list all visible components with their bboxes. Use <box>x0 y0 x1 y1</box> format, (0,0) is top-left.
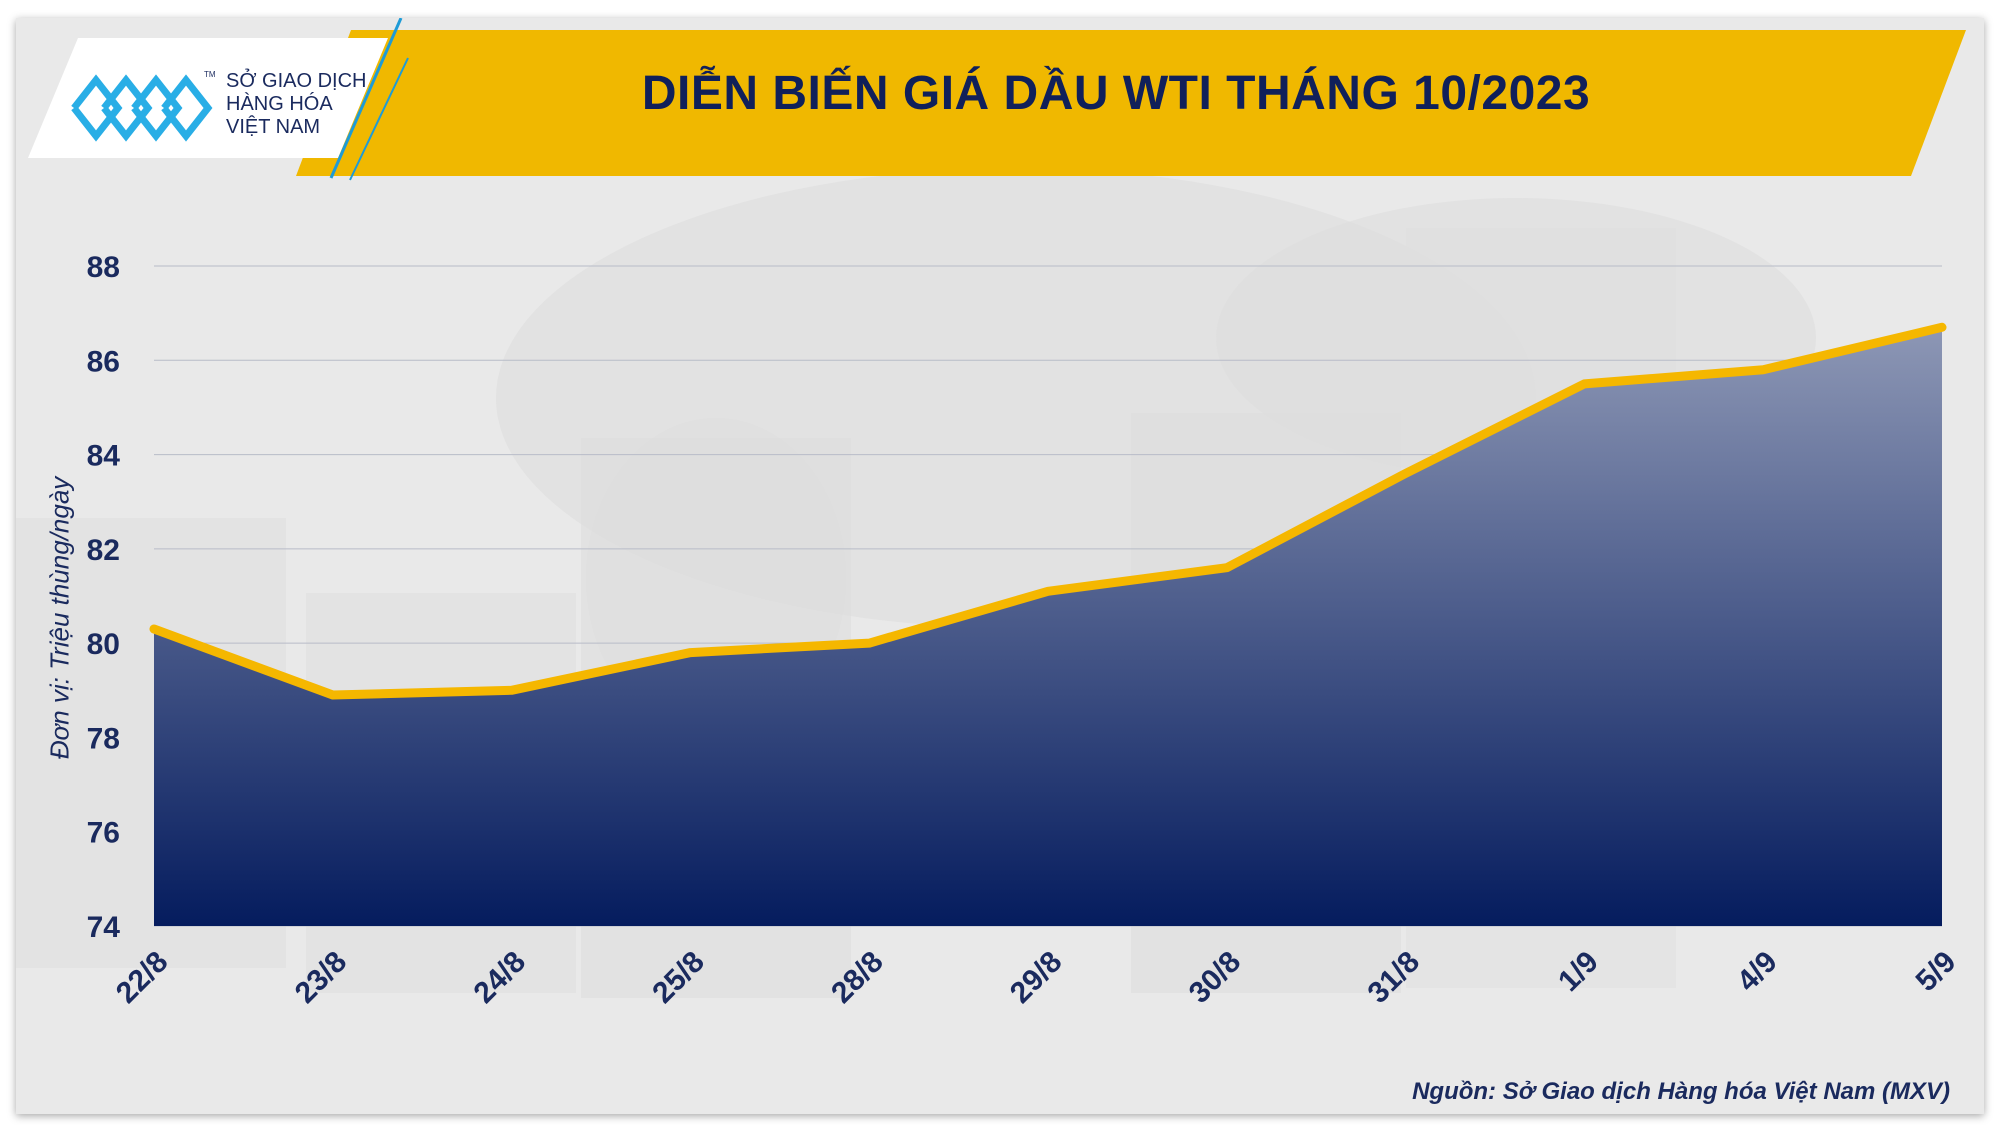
x-tick-label: 24/8 <box>467 945 532 1010</box>
y-tick-label: 86 <box>87 345 120 378</box>
logo-line-1: SỞ GIAO DỊCH <box>226 70 367 92</box>
area-series <box>149 322 1947 926</box>
y-tick-label: 80 <box>87 628 120 661</box>
data-point <box>329 692 336 698</box>
x-axis-ticks: 22/8 23/8 24/8 25/8 28/8 29/8 30/8 31/8 1/9 4/9 5/… <box>110 945 1963 1010</box>
data-point <box>1045 588 1051 595</box>
x-tick-label: 4/9 <box>1731 945 1784 998</box>
x-tick-label: 28/8 <box>825 945 890 1010</box>
y-tick-label: 82 <box>87 534 120 567</box>
x-tick-label: 31/8 <box>1361 945 1426 1010</box>
exchange-logo-icon <box>71 74 213 142</box>
logo-line-3: VIỆT NAM <box>226 116 321 138</box>
y-axis-ticks: 74 76 78 80 82 84 86 88 <box>87 251 121 944</box>
x-tick-label: 25/8 <box>646 945 711 1010</box>
area-chart: 74 76 78 80 82 84 86 88 22/8 23/8 24/8 25/8 28/8 29/… <box>87 251 1963 1010</box>
x-tick-label: 22/8 <box>110 945 175 1010</box>
y-tick-label: 74 <box>87 911 121 944</box>
y-tick-label: 88 <box>87 251 120 284</box>
data-point <box>1402 470 1409 477</box>
banner-accent-line <box>349 57 409 181</box>
y-tick-label: 78 <box>87 722 120 755</box>
data-point <box>508 687 515 694</box>
data-point <box>151 626 157 632</box>
source-note: Nguồn: Sở Giao dịch Hàng hóa Việt Nam (M… <box>1412 1078 1950 1105</box>
x-tick-label: 23/8 <box>289 945 354 1010</box>
data-point <box>866 640 873 647</box>
banner-accent-line <box>329 18 403 179</box>
y-axis-label: Đơn vị: Triệu thùng/ngày <box>44 476 75 760</box>
logo-text: SỞ GIAO DỊCH HÀNG HÓA VIỆT NAM <box>226 70 367 139</box>
logo-line-2: HÀNG HÓA <box>226 93 333 115</box>
data-point <box>1760 366 1767 373</box>
x-tick-label: 1/9 <box>1552 945 1605 998</box>
x-tick-label: 29/8 <box>1004 945 1069 1010</box>
x-tick-label: 5/9 <box>1910 945 1963 998</box>
data-point <box>1223 564 1230 571</box>
page-title: DIỄN BIẾN GIÁ DẦU WTI THÁNG 10/2023 <box>641 67 1591 120</box>
banner-yellow <box>296 30 1966 176</box>
area-fill <box>154 327 1942 926</box>
y-tick-label: 76 <box>87 817 120 850</box>
data-point <box>687 649 694 656</box>
logo-trademark: TM <box>204 70 216 79</box>
y-tick-label: 84 <box>87 440 121 473</box>
x-tick-label: 30/8 <box>1183 945 1248 1010</box>
data-point <box>1939 324 1945 331</box>
data-point <box>1581 380 1588 387</box>
chart-card: SỞ GIAO DỊCH HÀNG HÓA VIỆT NAM TM DIỄN B… <box>16 18 1984 1114</box>
